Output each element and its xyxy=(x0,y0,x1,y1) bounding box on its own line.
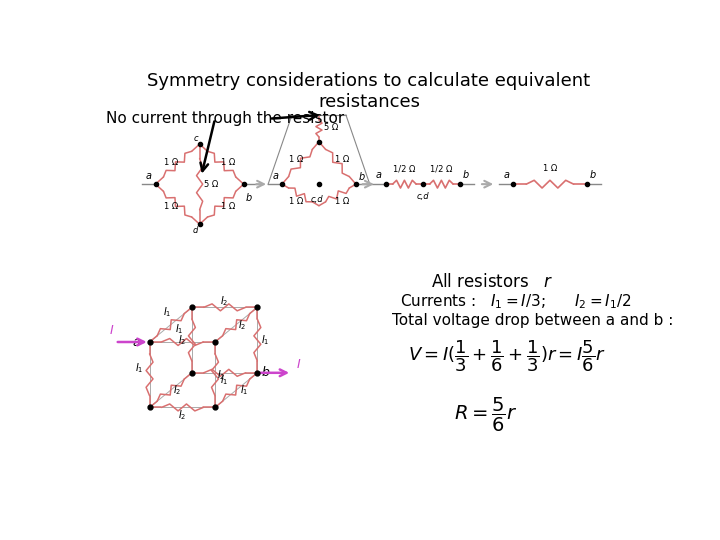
Text: 1/2 Ω: 1/2 Ω xyxy=(393,164,415,173)
Text: a: a xyxy=(145,171,152,181)
Text: b: b xyxy=(246,193,252,204)
Text: $I_2$: $I_2$ xyxy=(217,368,225,382)
Text: $I_2$: $I_2$ xyxy=(173,383,181,397)
Text: Total voltage drop between a and b :: Total voltage drop between a and b : xyxy=(392,313,673,328)
Text: c,d: c,d xyxy=(311,195,324,204)
Text: 1 Ω: 1 Ω xyxy=(335,155,349,164)
Text: 1 Ω: 1 Ω xyxy=(335,197,349,206)
Text: $I_2$: $I_2$ xyxy=(238,318,246,332)
Text: a: a xyxy=(272,171,278,181)
Text: $R = \dfrac{5}{6}r$: $R = \dfrac{5}{6}r$ xyxy=(454,396,517,434)
Text: b: b xyxy=(462,170,469,180)
Text: 5 Ω: 5 Ω xyxy=(323,124,338,132)
Text: $I_1$: $I_1$ xyxy=(163,305,172,319)
Text: 5 Ω: 5 Ω xyxy=(204,180,218,188)
Text: b: b xyxy=(359,172,364,182)
Text: $V = I(\dfrac{1}{3}+\dfrac{1}{6}+\dfrac{1}{3})r = I\dfrac{5}{6}r$: $V = I(\dfrac{1}{3}+\dfrac{1}{6}+\dfrac{… xyxy=(408,338,606,374)
Text: $I_1$: $I_1$ xyxy=(175,322,184,336)
Text: $I$: $I$ xyxy=(109,325,114,338)
Text: $I_2$: $I_2$ xyxy=(179,333,187,347)
Text: $I_2$: $I_2$ xyxy=(220,294,229,308)
Text: a: a xyxy=(503,170,509,180)
Text: 1 Ω: 1 Ω xyxy=(164,201,179,211)
Text: $I_2$: $I_2$ xyxy=(178,408,186,422)
Text: c: c xyxy=(194,133,198,143)
Text: Symmetry considerations to calculate equivalent
resistances: Symmetry considerations to calculate equ… xyxy=(148,72,590,111)
Text: b: b xyxy=(262,366,270,379)
Text: $I_1$: $I_1$ xyxy=(220,374,229,387)
Text: 1 Ω: 1 Ω xyxy=(164,158,179,167)
Text: c,d: c,d xyxy=(417,192,429,201)
Text: 1 Ω: 1 Ω xyxy=(289,155,303,164)
Text: 1 Ω: 1 Ω xyxy=(220,158,235,167)
Text: a: a xyxy=(376,170,382,180)
Text: $I_1$: $I_1$ xyxy=(240,383,248,397)
Text: No current through the resistor: No current through the resistor xyxy=(106,111,344,126)
Text: 1 Ω: 1 Ω xyxy=(289,197,303,206)
Text: 1/2 Ω: 1/2 Ω xyxy=(430,164,453,173)
Text: Currents :   $I_1 = I/3$;      $I_2 = I_1/2$: Currents : $I_1 = I/3$; $I_2 = I_1/2$ xyxy=(400,292,631,310)
Text: $I_1$: $I_1$ xyxy=(135,361,143,375)
Text: $I_1$: $I_1$ xyxy=(261,333,269,347)
Text: All resistors   $r$: All resistors $r$ xyxy=(431,273,553,291)
Text: 1 Ω: 1 Ω xyxy=(220,201,235,211)
Text: 1 Ω: 1 Ω xyxy=(543,164,557,173)
Text: d: d xyxy=(193,226,198,235)
Text: b: b xyxy=(589,170,595,180)
Text: $I$: $I$ xyxy=(296,358,301,372)
Text: a: a xyxy=(132,335,140,348)
